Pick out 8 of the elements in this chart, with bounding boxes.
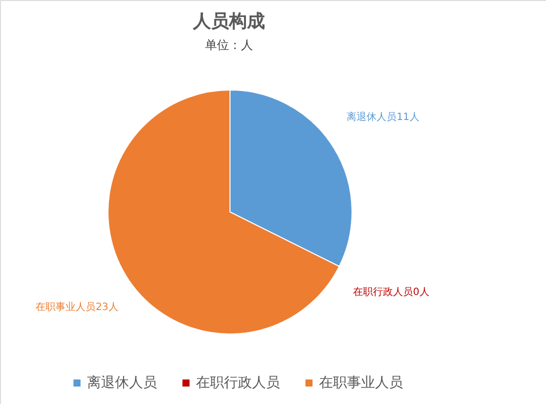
legend-label: 在职事业人员 [319, 375, 403, 391]
legend-label: 在职行政人员 [196, 375, 280, 391]
data-label: 离退休人员11人 [346, 111, 420, 124]
text: 在职行政人员0人 [352, 287, 430, 298]
legend-label: 离退休人员 [87, 375, 157, 391]
chart-title: 人员构成 [192, 11, 265, 32]
chart-subtitle: 单位：人 [205, 38, 253, 52]
data-label: 在职事业人员23人 [36, 300, 118, 313]
